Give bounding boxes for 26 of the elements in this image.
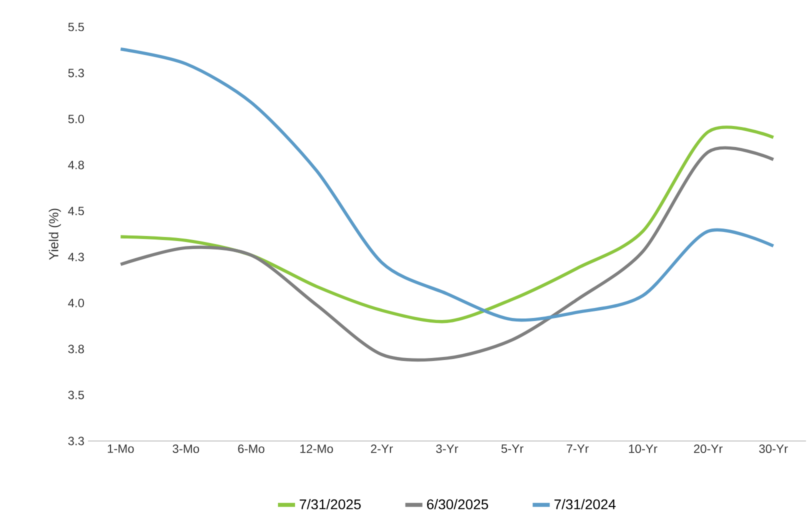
x-tick-label: 7-Yr	[566, 444, 589, 453]
y-tick-label: 3.3	[68, 436, 84, 446]
x-tick-label: 30-Yr	[759, 444, 788, 454]
x-tick-label: 12-Mo	[300, 444, 333, 454]
x-tick-label: 3-Yr	[436, 444, 458, 454]
x-tick-label: 1-Mo	[108, 444, 134, 453]
y-axis-title: Yield (%)	[48, 208, 61, 260]
x-tick-label: 20-Yr	[694, 444, 723, 454]
y-tick-label: 4.5	[68, 206, 84, 216]
legend-label: 7/31/2024	[554, 499, 616, 510]
y-tick-label: 4.3	[68, 252, 84, 262]
y-tick-label: 5.5	[68, 22, 84, 32]
x-tick-label: 5-Yr	[501, 444, 524, 453]
legend-label: 7/31/2025	[300, 499, 361, 510]
x-tick-label: 6-Mo	[238, 444, 264, 454]
x-tick-label: 3-Mo	[172, 444, 200, 454]
y-tick-label: 3.5	[68, 390, 84, 400]
y-tick-label: 4.8	[68, 160, 84, 170]
legend-label: 6/30/2025	[427, 499, 488, 510]
y-tick-label: 5.0	[68, 114, 84, 124]
x-tick-label: 2-Yr	[370, 444, 393, 453]
y-tick-label: 4.0	[68, 298, 84, 308]
y-tick-label: 3.8	[68, 344, 84, 354]
line-series	[119, 47, 775, 322]
y-tick-label: 5.3	[68, 68, 84, 78]
x-tick-label: 10-Yr	[629, 444, 658, 454]
